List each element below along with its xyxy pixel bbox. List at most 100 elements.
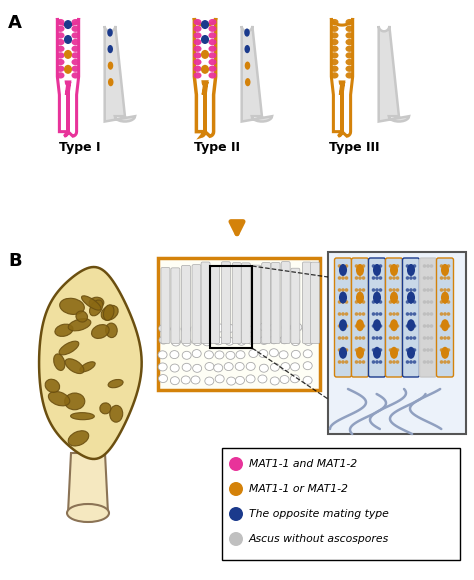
Circle shape bbox=[430, 288, 433, 292]
Circle shape bbox=[379, 324, 383, 328]
Circle shape bbox=[440, 264, 443, 268]
Bar bbox=[328, 252, 466, 434]
Ellipse shape bbox=[72, 39, 80, 45]
Ellipse shape bbox=[181, 376, 190, 384]
Ellipse shape bbox=[193, 32, 201, 39]
Circle shape bbox=[430, 360, 433, 364]
Ellipse shape bbox=[64, 65, 72, 74]
Ellipse shape bbox=[101, 305, 118, 320]
Ellipse shape bbox=[192, 350, 201, 358]
Circle shape bbox=[447, 324, 450, 328]
Text: Ascus without ascospores: Ascus without ascospores bbox=[249, 534, 389, 544]
Circle shape bbox=[372, 276, 375, 280]
Circle shape bbox=[362, 300, 365, 304]
Ellipse shape bbox=[56, 46, 64, 52]
Circle shape bbox=[426, 348, 430, 352]
Ellipse shape bbox=[291, 338, 300, 346]
Text: Type III: Type III bbox=[329, 141, 379, 154]
Circle shape bbox=[375, 360, 379, 364]
Ellipse shape bbox=[330, 32, 338, 39]
Circle shape bbox=[443, 324, 447, 328]
Ellipse shape bbox=[245, 45, 250, 53]
Circle shape bbox=[409, 336, 413, 340]
Ellipse shape bbox=[55, 324, 73, 336]
Circle shape bbox=[440, 360, 443, 364]
Circle shape bbox=[389, 348, 392, 352]
Ellipse shape bbox=[48, 392, 70, 406]
Ellipse shape bbox=[158, 351, 167, 359]
Ellipse shape bbox=[193, 39, 201, 45]
Ellipse shape bbox=[192, 364, 201, 372]
Circle shape bbox=[375, 312, 379, 316]
Ellipse shape bbox=[182, 351, 191, 359]
Circle shape bbox=[396, 264, 399, 268]
Circle shape bbox=[337, 312, 341, 316]
Ellipse shape bbox=[291, 375, 300, 383]
Ellipse shape bbox=[201, 50, 209, 59]
Circle shape bbox=[379, 348, 383, 352]
Ellipse shape bbox=[209, 72, 217, 78]
Ellipse shape bbox=[339, 319, 347, 331]
Circle shape bbox=[389, 336, 392, 340]
Circle shape bbox=[389, 312, 392, 316]
Circle shape bbox=[409, 324, 413, 328]
Circle shape bbox=[345, 264, 348, 268]
Ellipse shape bbox=[269, 336, 278, 344]
Circle shape bbox=[341, 276, 345, 280]
Ellipse shape bbox=[89, 297, 104, 308]
Polygon shape bbox=[105, 26, 135, 122]
Ellipse shape bbox=[281, 362, 290, 371]
Circle shape bbox=[426, 264, 430, 268]
Circle shape bbox=[413, 264, 416, 268]
Circle shape bbox=[413, 324, 416, 328]
Ellipse shape bbox=[68, 318, 91, 331]
Ellipse shape bbox=[193, 72, 201, 78]
Polygon shape bbox=[57, 18, 79, 136]
Circle shape bbox=[337, 360, 341, 364]
Ellipse shape bbox=[244, 28, 250, 37]
Circle shape bbox=[375, 264, 379, 268]
Circle shape bbox=[375, 324, 379, 328]
Circle shape bbox=[375, 348, 379, 352]
Ellipse shape bbox=[182, 338, 191, 346]
Ellipse shape bbox=[215, 375, 224, 383]
Circle shape bbox=[375, 336, 379, 340]
Ellipse shape bbox=[193, 66, 201, 72]
FancyBboxPatch shape bbox=[368, 258, 385, 377]
Ellipse shape bbox=[441, 264, 449, 276]
Ellipse shape bbox=[346, 46, 354, 52]
Ellipse shape bbox=[56, 66, 64, 72]
Circle shape bbox=[341, 324, 345, 328]
Ellipse shape bbox=[64, 20, 72, 29]
Ellipse shape bbox=[236, 376, 245, 385]
Circle shape bbox=[447, 360, 450, 364]
Ellipse shape bbox=[330, 46, 338, 52]
Ellipse shape bbox=[193, 46, 201, 52]
Ellipse shape bbox=[72, 46, 80, 52]
Ellipse shape bbox=[292, 350, 301, 358]
Circle shape bbox=[362, 312, 365, 316]
Circle shape bbox=[409, 276, 413, 280]
Ellipse shape bbox=[80, 362, 95, 372]
Ellipse shape bbox=[100, 403, 111, 414]
Ellipse shape bbox=[330, 52, 338, 59]
Ellipse shape bbox=[72, 26, 80, 32]
Polygon shape bbox=[331, 18, 353, 136]
Circle shape bbox=[423, 276, 426, 280]
Ellipse shape bbox=[193, 52, 201, 59]
Ellipse shape bbox=[303, 376, 312, 385]
Ellipse shape bbox=[56, 19, 64, 26]
Ellipse shape bbox=[441, 292, 449, 303]
Circle shape bbox=[406, 276, 410, 280]
Circle shape bbox=[423, 324, 426, 328]
Ellipse shape bbox=[225, 337, 234, 345]
Circle shape bbox=[355, 288, 358, 292]
Circle shape bbox=[389, 288, 392, 292]
Circle shape bbox=[406, 348, 410, 352]
Ellipse shape bbox=[209, 66, 217, 72]
Circle shape bbox=[362, 324, 365, 328]
Ellipse shape bbox=[214, 337, 223, 345]
Circle shape bbox=[389, 276, 392, 280]
Ellipse shape bbox=[193, 338, 202, 346]
Ellipse shape bbox=[158, 375, 167, 383]
